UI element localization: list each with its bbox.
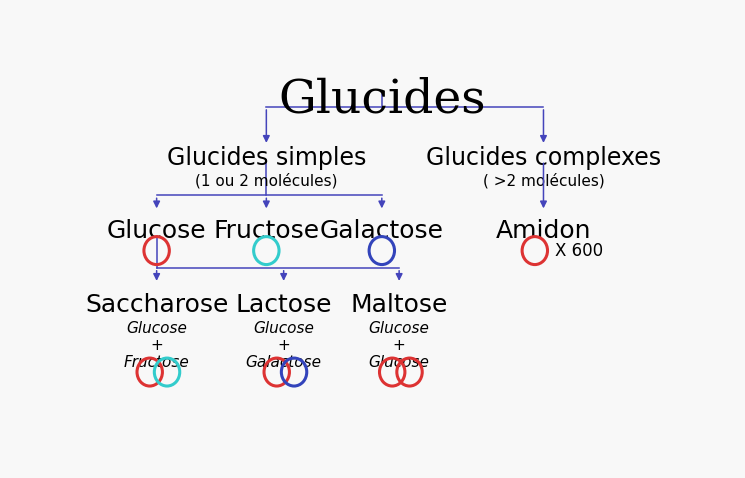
Text: Saccharose: Saccharose bbox=[85, 293, 228, 317]
Text: X 600: X 600 bbox=[555, 241, 603, 260]
Text: Glucides simples: Glucides simples bbox=[167, 146, 366, 170]
Text: Maltose: Maltose bbox=[350, 293, 448, 317]
Text: Glucides complexes: Glucides complexes bbox=[426, 146, 661, 170]
Text: Amidon: Amidon bbox=[495, 219, 592, 243]
Text: Glucose: Glucose bbox=[107, 219, 206, 243]
Text: (1 ou 2 molécules): (1 ou 2 molécules) bbox=[195, 174, 337, 189]
Text: Glucose
+
Glucose: Glucose + Glucose bbox=[369, 321, 430, 370]
Text: Glucides: Glucides bbox=[278, 77, 486, 123]
Text: Glucose
+
Galactose: Glucose + Galactose bbox=[246, 321, 322, 370]
Text: Galactose: Galactose bbox=[320, 219, 444, 243]
Text: Lactose: Lactose bbox=[235, 293, 332, 317]
Text: ( >2 molécules): ( >2 molécules) bbox=[483, 174, 604, 189]
Text: Fructose: Fructose bbox=[213, 219, 320, 243]
Text: Glucose
+
Fructose: Glucose + Fructose bbox=[124, 321, 189, 370]
